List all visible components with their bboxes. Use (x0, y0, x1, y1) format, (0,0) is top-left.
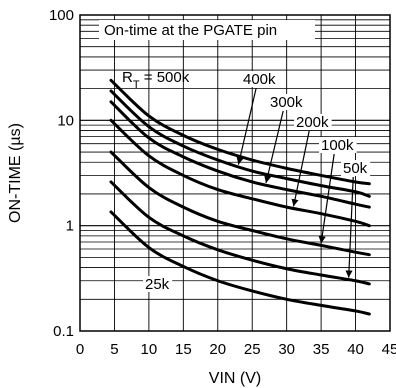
series-line-300k (109, 100, 371, 209)
annotation-bg-100k (319, 137, 357, 153)
rt-label: RT = 500k (122, 69, 190, 91)
series-line-400k (109, 89, 371, 198)
annotation-arrow-100k (318, 153, 335, 244)
grid (80, 15, 390, 331)
series-line-200k (109, 118, 371, 228)
rt-label-equals: = (140, 69, 157, 86)
annotation-arrow-400k (236, 87, 257, 165)
chart-title: On-time at the PGATE pin (104, 22, 277, 39)
y-tick-label: 10 (57, 112, 74, 129)
x-tick-labels: 0 5 10 15 20 25 30 35 40 45 (76, 341, 396, 358)
annotation-label-25k: 25k (145, 276, 170, 293)
annotations: 400k 300k 200k 100k 50k 25k (143, 71, 371, 293)
x-tick-label: 40 (347, 341, 364, 358)
annotation-label-400k: 400k (243, 71, 276, 88)
series-group (109, 78, 371, 316)
y-axis-label: ON-TIME (µs) (7, 123, 24, 223)
plot-frame (79, 14, 391, 332)
series-line-100k (109, 150, 371, 257)
y-tick-labels: 0.1 1 10 100 (49, 7, 74, 340)
rt-label-subscript: T (133, 79, 140, 91)
y-tick-label: 100 (49, 7, 74, 24)
annotation-bg-25k (143, 276, 173, 292)
y-tick-label: 1 (66, 218, 74, 235)
x-tick-label: 5 (110, 341, 118, 358)
annotation-bg-400k (241, 71, 279, 87)
annotation-label-50k: 50k (343, 160, 368, 177)
annotation-bg-200k (294, 114, 332, 130)
x-tick-label: 10 (141, 341, 158, 358)
y-tick-label: 0.1 (53, 323, 74, 340)
annotation-arrow-300k (264, 110, 284, 184)
annotation-label-100k: 100k (321, 137, 354, 154)
annotation-bg-300k (268, 94, 306, 110)
x-tick-label: 35 (313, 341, 330, 358)
x-tick-label: 30 (278, 341, 295, 358)
annotation-arrow-50k (345, 176, 354, 278)
annotation-label-300k: 300k (270, 94, 303, 111)
x-tick-label: 25 (244, 341, 261, 358)
annotation-bg-50k (341, 160, 371, 176)
title-box-background (99, 20, 315, 40)
series-line-50k (109, 180, 371, 286)
rt-label-value: 500k (157, 69, 190, 86)
series-line-25k (109, 210, 371, 316)
x-tick-label: 15 (175, 341, 192, 358)
x-tick-label: 45 (382, 341, 396, 358)
x-tick-label: 20 (209, 341, 226, 358)
title-box: On-time at the PGATE pin (99, 20, 315, 40)
rt-label-prefix: R (122, 69, 133, 86)
x-axis-label: VIN (V) (209, 370, 261, 387)
annotation-arrow-200k (291, 130, 310, 207)
series-line-500k (109, 78, 371, 186)
annotation-label-200k: 200k (296, 114, 329, 131)
x-tick-label: 0 (76, 341, 84, 358)
